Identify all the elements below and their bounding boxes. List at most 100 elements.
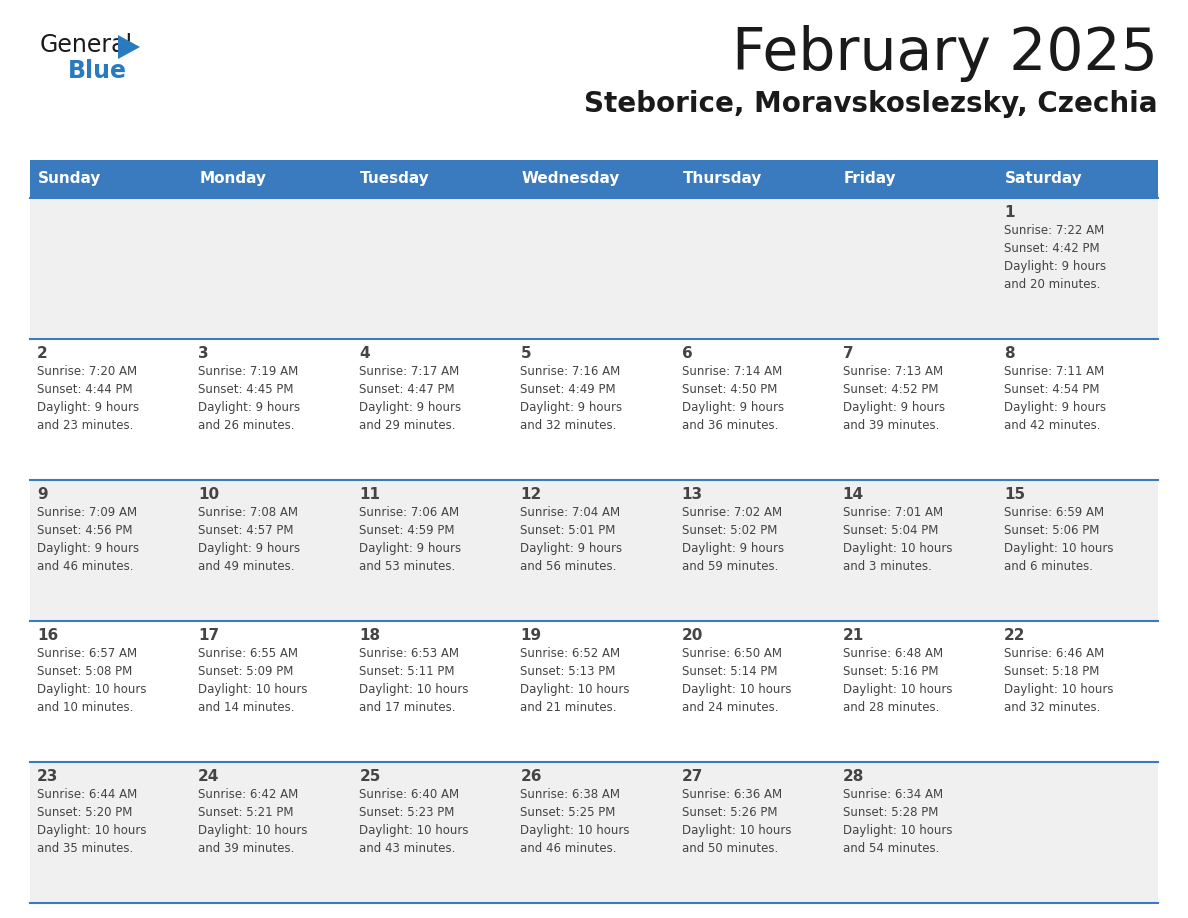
Text: Daylight: 9 hours: Daylight: 9 hours — [1004, 401, 1106, 414]
Text: 7: 7 — [842, 346, 853, 361]
Text: Daylight: 9 hours: Daylight: 9 hours — [198, 542, 301, 555]
Text: Sunset: 5:20 PM: Sunset: 5:20 PM — [37, 806, 132, 819]
Text: 5: 5 — [520, 346, 531, 361]
Text: and 43 minutes.: and 43 minutes. — [359, 842, 456, 855]
Text: Sunset: 5:01 PM: Sunset: 5:01 PM — [520, 524, 615, 537]
Text: 1: 1 — [1004, 205, 1015, 220]
Text: and 49 minutes.: and 49 minutes. — [198, 560, 295, 573]
Text: Sunset: 5:04 PM: Sunset: 5:04 PM — [842, 524, 939, 537]
Text: General: General — [40, 33, 133, 57]
Text: Saturday: Saturday — [1005, 172, 1082, 186]
Text: and 26 minutes.: and 26 minutes. — [198, 419, 295, 432]
Text: Sunrise: 7:17 AM: Sunrise: 7:17 AM — [359, 365, 460, 378]
Text: Sunset: 5:14 PM: Sunset: 5:14 PM — [682, 665, 777, 678]
Text: 12: 12 — [520, 487, 542, 502]
Text: 11: 11 — [359, 487, 380, 502]
Text: Friday: Friday — [843, 172, 896, 186]
Text: 20: 20 — [682, 628, 703, 643]
Text: Daylight: 10 hours: Daylight: 10 hours — [198, 683, 308, 696]
Text: Sunset: 5:21 PM: Sunset: 5:21 PM — [198, 806, 293, 819]
Text: Sunset: 5:08 PM: Sunset: 5:08 PM — [37, 665, 132, 678]
Text: Sunrise: 6:44 AM: Sunrise: 6:44 AM — [37, 788, 138, 801]
Text: Sunrise: 6:42 AM: Sunrise: 6:42 AM — [198, 788, 298, 801]
Text: and 24 minutes.: and 24 minutes. — [682, 701, 778, 714]
Text: Sunset: 5:13 PM: Sunset: 5:13 PM — [520, 665, 615, 678]
Text: Daylight: 9 hours: Daylight: 9 hours — [359, 542, 461, 555]
Text: Sunrise: 6:48 AM: Sunrise: 6:48 AM — [842, 647, 943, 660]
Bar — [30, 160, 191, 198]
Text: Sunrise: 6:52 AM: Sunrise: 6:52 AM — [520, 647, 620, 660]
Text: 18: 18 — [359, 628, 380, 643]
Text: Sunset: 5:28 PM: Sunset: 5:28 PM — [842, 806, 939, 819]
Text: Thursday: Thursday — [683, 172, 762, 186]
Text: Sunrise: 6:50 AM: Sunrise: 6:50 AM — [682, 647, 782, 660]
Text: Sunrise: 7:09 AM: Sunrise: 7:09 AM — [37, 506, 137, 519]
Text: Daylight: 9 hours: Daylight: 9 hours — [682, 542, 784, 555]
Text: Steborice, Moravskoslezsky, Czechia: Steborice, Moravskoslezsky, Czechia — [584, 90, 1158, 118]
Text: and 10 minutes.: and 10 minutes. — [37, 701, 133, 714]
Text: Sunset: 4:54 PM: Sunset: 4:54 PM — [1004, 383, 1099, 396]
Text: Daylight: 10 hours: Daylight: 10 hours — [37, 824, 146, 837]
Text: 8: 8 — [1004, 346, 1015, 361]
Text: Daylight: 10 hours: Daylight: 10 hours — [359, 824, 469, 837]
Text: Sunrise: 7:11 AM: Sunrise: 7:11 AM — [1004, 365, 1104, 378]
Text: 16: 16 — [37, 628, 58, 643]
Bar — [30, 621, 1158, 762]
Text: and 56 minutes.: and 56 minutes. — [520, 560, 617, 573]
Text: Daylight: 9 hours: Daylight: 9 hours — [1004, 260, 1106, 273]
Text: and 36 minutes.: and 36 minutes. — [682, 419, 778, 432]
Text: Sunset: 5:11 PM: Sunset: 5:11 PM — [359, 665, 455, 678]
Text: Sunset: 5:26 PM: Sunset: 5:26 PM — [682, 806, 777, 819]
Text: and 50 minutes.: and 50 minutes. — [682, 842, 778, 855]
Text: Wednesday: Wednesday — [522, 172, 620, 186]
Bar — [997, 160, 1158, 198]
Text: 15: 15 — [1004, 487, 1025, 502]
Text: and 32 minutes.: and 32 minutes. — [520, 419, 617, 432]
Bar — [353, 160, 513, 198]
Text: Daylight: 10 hours: Daylight: 10 hours — [842, 824, 953, 837]
Text: 2: 2 — [37, 346, 48, 361]
Text: 26: 26 — [520, 769, 542, 784]
Text: and 46 minutes.: and 46 minutes. — [520, 842, 617, 855]
Text: Blue: Blue — [68, 59, 127, 83]
Text: 13: 13 — [682, 487, 702, 502]
Text: and 20 minutes.: and 20 minutes. — [1004, 278, 1100, 291]
Text: Sunrise: 6:46 AM: Sunrise: 6:46 AM — [1004, 647, 1104, 660]
Text: Sunrise: 6:34 AM: Sunrise: 6:34 AM — [842, 788, 943, 801]
Text: Sunrise: 6:38 AM: Sunrise: 6:38 AM — [520, 788, 620, 801]
Text: and 29 minutes.: and 29 minutes. — [359, 419, 456, 432]
Text: Sunrise: 6:59 AM: Sunrise: 6:59 AM — [1004, 506, 1104, 519]
Text: Daylight: 10 hours: Daylight: 10 hours — [198, 824, 308, 837]
Bar — [30, 198, 1158, 339]
Text: and 35 minutes.: and 35 minutes. — [37, 842, 133, 855]
Text: Sunset: 5:09 PM: Sunset: 5:09 PM — [198, 665, 293, 678]
Text: Sunset: 5:18 PM: Sunset: 5:18 PM — [1004, 665, 1099, 678]
Text: Sunset: 4:44 PM: Sunset: 4:44 PM — [37, 383, 133, 396]
Text: Sunset: 4:52 PM: Sunset: 4:52 PM — [842, 383, 939, 396]
Text: 17: 17 — [198, 628, 220, 643]
Text: Sunrise: 7:08 AM: Sunrise: 7:08 AM — [198, 506, 298, 519]
Text: Daylight: 9 hours: Daylight: 9 hours — [520, 401, 623, 414]
Text: 28: 28 — [842, 769, 864, 784]
Text: 22: 22 — [1004, 628, 1025, 643]
Text: Sunrise: 7:14 AM: Sunrise: 7:14 AM — [682, 365, 782, 378]
Bar — [30, 762, 1158, 903]
Text: Daylight: 10 hours: Daylight: 10 hours — [682, 683, 791, 696]
Text: Daylight: 10 hours: Daylight: 10 hours — [682, 824, 791, 837]
Polygon shape — [118, 35, 140, 59]
Text: 14: 14 — [842, 487, 864, 502]
Text: Sunset: 4:42 PM: Sunset: 4:42 PM — [1004, 242, 1099, 255]
Bar — [30, 339, 1158, 480]
Bar — [675, 160, 835, 198]
Text: 6: 6 — [682, 346, 693, 361]
Text: and 14 minutes.: and 14 minutes. — [198, 701, 295, 714]
Text: Tuesday: Tuesday — [360, 172, 430, 186]
Text: 4: 4 — [359, 346, 369, 361]
Text: Sunrise: 7:13 AM: Sunrise: 7:13 AM — [842, 365, 943, 378]
Text: Daylight: 10 hours: Daylight: 10 hours — [520, 683, 630, 696]
Text: 21: 21 — [842, 628, 864, 643]
Text: and 59 minutes.: and 59 minutes. — [682, 560, 778, 573]
Text: 23: 23 — [37, 769, 58, 784]
Text: Sunset: 4:56 PM: Sunset: 4:56 PM — [37, 524, 133, 537]
Text: Sunset: 5:16 PM: Sunset: 5:16 PM — [842, 665, 939, 678]
